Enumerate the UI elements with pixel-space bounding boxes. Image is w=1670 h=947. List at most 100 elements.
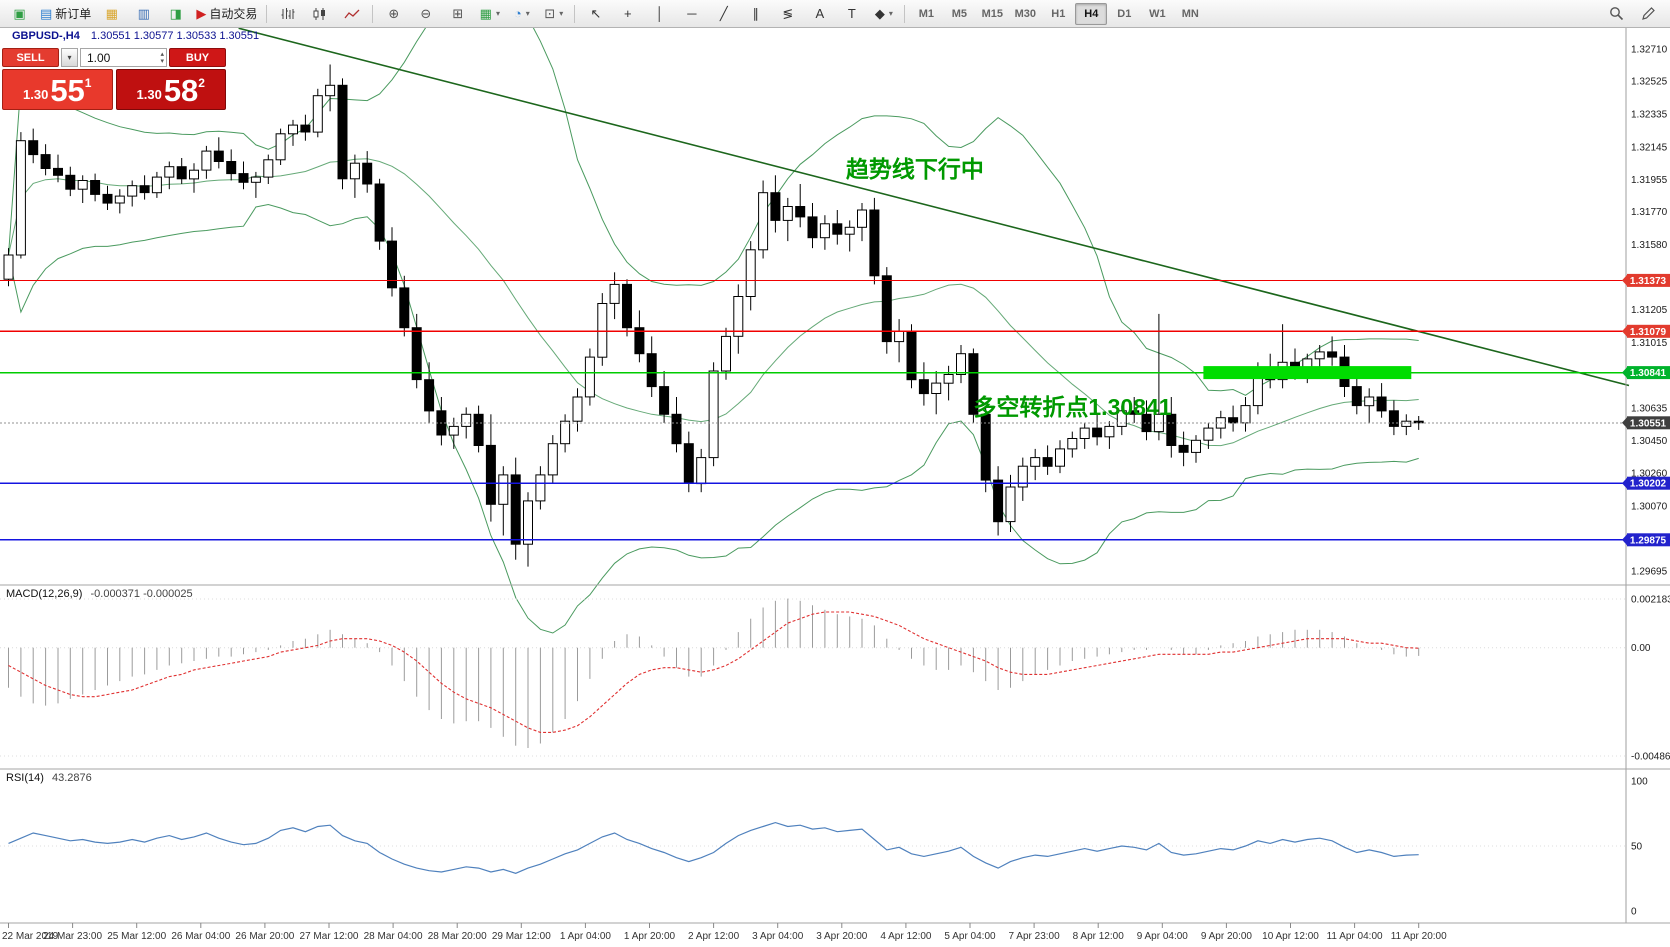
timeframe-h1[interactable]: H1 — [1051, 7, 1066, 20]
svg-text:1.30260: 1.30260 — [1631, 469, 1668, 480]
buy-price-button[interactable]: 1.30 58 2 — [115, 69, 226, 110]
trendline-icon[interactable]: ╱ — [719, 6, 728, 21]
timeframe-m15[interactable]: M15 — [981, 7, 1004, 20]
toolbar-separator — [266, 4, 268, 23]
autotrading-button[interactable]: ▶ 自动交易 — [196, 6, 258, 21]
price-badges: 1.31373 1.31079 1.30841 1.30551 1.30202 1.298… — [1622, 273, 1670, 547]
macd-label: MACD(12,26,9) -0.000371 -0.000025 — [6, 588, 193, 600]
svg-text:1.31079: 1.31079 — [1630, 327, 1667, 338]
sell-price-button[interactable]: 1.30 55 1 — [2, 69, 113, 110]
svg-text:11 Apr 04:00: 11 Apr 04:00 — [1327, 931, 1383, 942]
svg-text:1.32710: 1.32710 — [1631, 45, 1668, 56]
timeframe-w1[interactable]: W1 — [1149, 7, 1166, 20]
template-icon[interactable]: ⊡ ▾ — [544, 6, 564, 21]
toolbar-separator — [904, 4, 906, 23]
svg-text:1.30450: 1.30450 — [1631, 436, 1668, 447]
period-icon[interactable]: ◔ ▾ — [513, 6, 530, 21]
svg-text:1 Apr 04:00: 1 Apr 04:00 — [560, 931, 612, 942]
new-order-button[interactable]: ▤ 新订单 — [40, 6, 92, 21]
svg-text:9 Apr 20:00: 9 Apr 20:00 — [1201, 931, 1253, 942]
symbol-ohlc-values: 1.30551 1.30577 1.30533 1.30551 — [90, 30, 260, 42]
timeframe-d1[interactable]: D1 — [1117, 7, 1132, 20]
svg-text:1.31373: 1.31373 — [1630, 276, 1667, 287]
toolbar-separator — [372, 4, 374, 23]
svg-text:1.30070: 1.30070 — [1631, 502, 1668, 513]
chart-canvas[interactable]: 趋势线下行中多空转折点1.308411.327101.325251.323351… — [0, 28, 1670, 947]
volume-input[interactable]: 1.00 ▴ ▾ — [80, 48, 167, 67]
rsi-title: RSI(14) — [6, 772, 44, 784]
shapes-icon[interactable]: ◆ ▾ — [874, 6, 893, 21]
text-icon[interactable]: A — [815, 6, 825, 21]
vertical-line-icon[interactable]: │ — [655, 6, 664, 21]
trend-annotation[interactable]: 趋势线下行中 — [846, 156, 984, 182]
rsi-pane: 100 50 0 — [0, 768, 1670, 924]
svg-text:28 Mar 20:00: 28 Mar 20:00 — [428, 931, 487, 942]
zoom-in-icon[interactable]: ⊕ — [388, 6, 400, 21]
one-click-trading-panel: SELL ▾ 1.00 ▴ ▾ BUY 1.30 55 1 1.30 58 2 — [2, 48, 226, 110]
rsi-value: 43.2876 — [51, 772, 92, 784]
volume-down-icon[interactable]: ▾ — [160, 57, 164, 65]
sell-price-pips: 55 — [50, 73, 85, 108]
data-window-icon[interactable]: ▥ — [137, 6, 150, 21]
toolbar-group-timeframes: M1 M5 M15 M30 H1 H4 D1 W1 MN — [910, 2, 1206, 25]
pivot-highlight[interactable] — [1203, 366, 1412, 380]
svg-text:1.31955: 1.31955 — [1631, 175, 1668, 186]
candlestick-chart-icon[interactable] — [304, 2, 335, 26]
cursor-icon[interactable]: ↖ — [590, 6, 602, 21]
navigator-icon[interactable]: ◨ — [169, 6, 182, 21]
svg-text:1.32145: 1.32145 — [1631, 142, 1668, 153]
svg-text:50: 50 — [1631, 842, 1643, 853]
buy-price-prefix: 1.30 — [136, 87, 162, 102]
svg-text:3 Apr 04:00: 3 Apr 04:00 — [752, 931, 804, 942]
svg-text:26 Mar 04:00: 26 Mar 04:00 — [171, 931, 230, 942]
sell-button[interactable]: SELL — [2, 48, 59, 67]
svg-text:0.00: 0.00 — [1631, 643, 1651, 654]
macd-values: -0.000371 -0.000025 — [90, 588, 193, 600]
descending-trendline[interactable] — [238, 28, 1630, 387]
svg-text:1.30202: 1.30202 — [1630, 479, 1667, 490]
market-watch-icon[interactable]: ▦ — [105, 6, 118, 21]
volume-up-icon[interactable]: ▴ — [160, 50, 164, 58]
search-icon[interactable] — [1601, 2, 1632, 26]
svg-text:1.32525: 1.32525 — [1631, 77, 1668, 88]
volume-stepper[interactable]: ▴ ▾ — [160, 51, 164, 65]
new-chart-icon[interactable]: ▦ ▾ — [479, 6, 500, 21]
horizontal-line-icon[interactable]: ─ — [687, 6, 697, 21]
line-chart-icon[interactable] — [336, 2, 367, 26]
svg-text:10 Apr 12:00: 10 Apr 12:00 — [1262, 931, 1319, 942]
svg-text:1.29875: 1.29875 — [1630, 535, 1667, 546]
pivot-annotation[interactable]: 多空转折点1.30841 — [973, 394, 1171, 420]
zoom-out-icon[interactable]: ⊖ — [420, 6, 432, 21]
svg-text:0.002183: 0.002183 — [1631, 595, 1670, 606]
channel-icon[interactable]: ∥ — [752, 6, 760, 21]
svg-text:8 Apr 12:00: 8 Apr 12:00 — [1073, 931, 1125, 942]
timeframe-m30[interactable]: M30 — [1014, 7, 1037, 20]
chart-background — [0, 28, 1670, 947]
svg-text:1.30841: 1.30841 — [1630, 368, 1667, 379]
svg-text:1 Apr 20:00: 1 Apr 20:00 — [624, 931, 676, 942]
svg-text:1.31205: 1.31205 — [1631, 305, 1668, 316]
timeframe-h4[interactable]: H4 — [1075, 2, 1108, 25]
buy-button[interactable]: BUY — [169, 48, 226, 67]
label-icon[interactable]: T — [847, 6, 856, 21]
app-icon: ▣ — [13, 6, 26, 21]
macd-title: MACD(12,26,9) — [6, 588, 83, 600]
svg-text:0: 0 — [1631, 907, 1637, 918]
tile-windows-icon[interactable]: ⊞ — [452, 6, 464, 21]
price-axis: 1.32710 1.32525 1.32335 1.32145 1.31955 1.317… — [1625, 28, 1668, 923]
timeframe-mn[interactable]: MN — [1181, 7, 1199, 20]
crosshair-icon[interactable]: + — [624, 6, 632, 21]
fibonacci-icon[interactable]: ≶ — [782, 6, 794, 21]
svg-text:25 Mar 12:00: 25 Mar 12:00 — [107, 931, 166, 942]
timeframe-m5[interactable]: M5 — [951, 7, 967, 20]
svg-text:9 Apr 04:00: 9 Apr 04:00 — [1137, 931, 1189, 942]
timeframe-m1[interactable]: M1 — [918, 7, 934, 20]
bar-chart-icon[interactable] — [272, 2, 303, 26]
order-options-dropdown[interactable]: ▾ — [61, 48, 78, 67]
quick-edit-icon[interactable] — [1633, 2, 1664, 26]
svg-text:29 Mar 12:00: 29 Mar 12:00 — [492, 931, 551, 942]
svg-text:22 Mar 2019: 22 Mar 2019 — [2, 931, 59, 942]
